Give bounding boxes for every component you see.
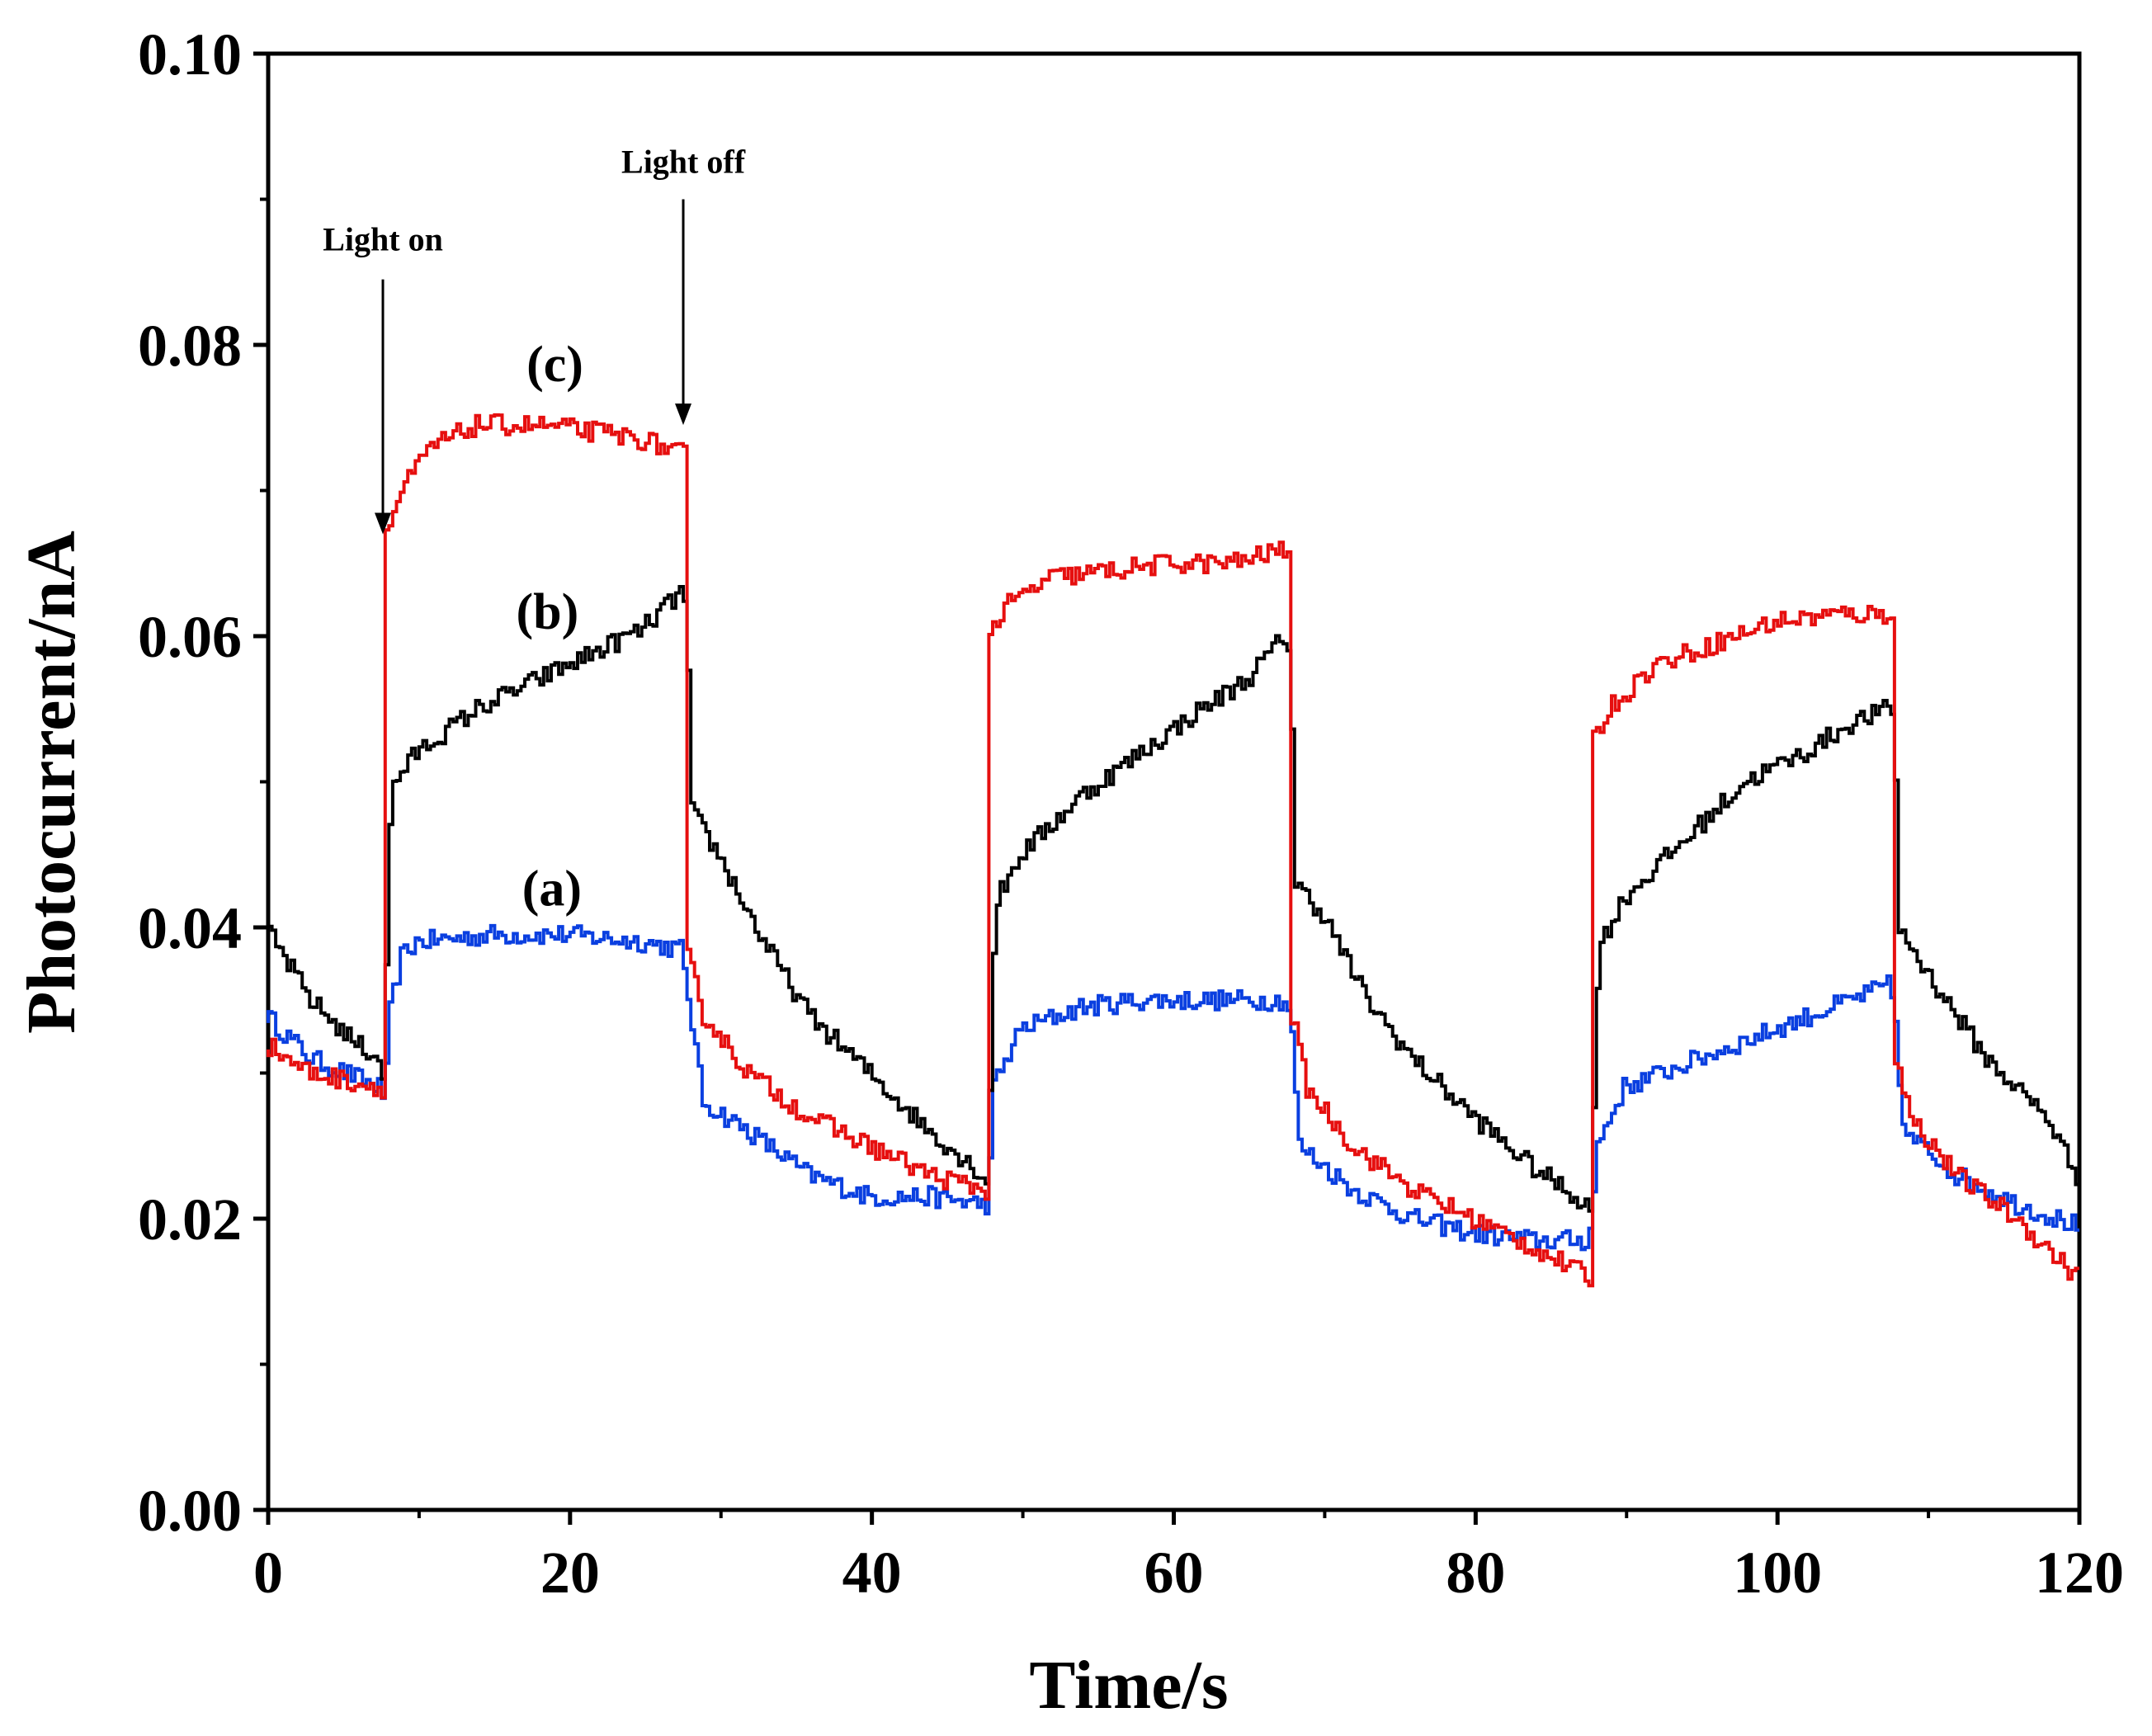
series-line-c [267,413,2079,1288]
light-off-label: Light off [621,144,746,181]
series-line-b [267,585,2079,1213]
annotation-layer: (c) (b) (a) Light on Light off [323,144,745,918]
light-on-label: Light on [323,220,443,257]
series-layer [267,413,2079,1288]
curve-label: (b) [517,584,579,640]
y-tick-label: 0.04 [138,895,242,961]
y-axis-title: Photocurrent/nA [13,531,90,1034]
curve-label: (a) [522,861,582,918]
tick-layer: 0 20 40 60 80 100 120 0.00 0.02 0.04 0.06 0.08 0.10 [138,21,2124,1606]
y-tick-label: 0.10 [138,21,242,87]
y-tick-label: 0.06 [138,604,242,670]
x-tick-label: 80 [1446,1540,1505,1606]
x-tick-label: 100 [1733,1540,1822,1606]
x-tick-label: 120 [2035,1540,2124,1606]
x-tick-label: 60 [1144,1540,1204,1606]
x-tick-label: 40 [842,1540,902,1606]
x-tick-label: 20 [540,1540,600,1606]
y-tick-label: 0.02 [138,1186,242,1252]
plot-frame [266,51,2082,1512]
x-axis-title: Time/s [1029,1647,1228,1724]
y-tick-label: 0.08 [138,313,242,379]
arrowhead [675,403,692,426]
series-line-a [267,923,2079,1252]
curve-label: (c) [526,337,583,393]
arrowhead [375,512,392,535]
y-tick-label: 0.00 [138,1478,242,1544]
x-tick-label: 0 [253,1540,283,1606]
